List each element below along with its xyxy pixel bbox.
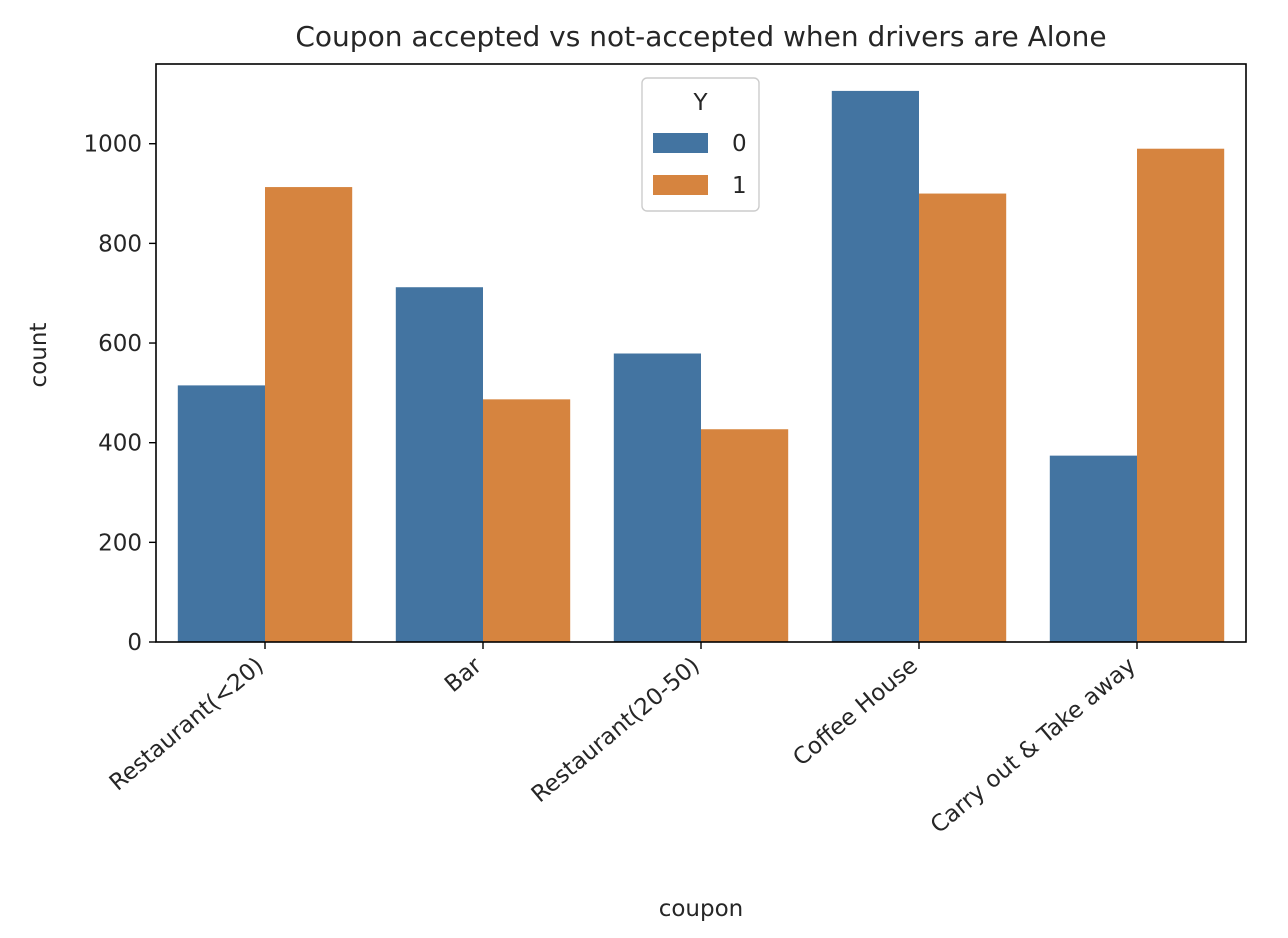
bar-y0-5	[1049, 455, 1137, 642]
x-tick-label: Restaurant(<20)	[105, 653, 269, 797]
bar-y1-1	[265, 187, 353, 642]
x-axis-label: coupon	[659, 896, 744, 922]
chart-title: Coupon accepted vs not-accepted when dri…	[295, 20, 1106, 53]
y-tick-label: 1000	[83, 132, 142, 158]
legend-swatch-0	[653, 133, 708, 153]
bar-y1-2	[483, 399, 571, 642]
y-tick-label: 400	[98, 431, 142, 457]
legend-label-0: 0	[732, 131, 747, 157]
legend-label-1: 1	[732, 173, 747, 199]
bar-y1-5	[1137, 148, 1225, 642]
x-tick-label: Coffee House	[788, 653, 922, 772]
bar-y1-3	[701, 429, 789, 642]
y-tick-label: 200	[98, 530, 142, 556]
bar-y0-2	[395, 287, 483, 642]
y-tick-label: 800	[98, 231, 142, 257]
y-axis-label: count	[26, 323, 52, 388]
y-tick-label: 0	[127, 630, 142, 656]
bar-y0-1	[177, 385, 265, 642]
bar-y0-3	[613, 353, 701, 642]
legend-swatch-1	[653, 175, 708, 195]
bars	[177, 90, 1225, 643]
x-tick-label: Restaurant(20-50)	[527, 653, 705, 808]
bar-y0-4	[831, 90, 919, 642]
legend-title: Y	[692, 90, 708, 116]
legend: Y0 1	[641, 77, 760, 212]
y-tick-label: 600	[98, 331, 142, 357]
x-tick-label: Bar	[440, 652, 487, 698]
x-tick-label: Carry out & Take away	[926, 653, 1141, 839]
bar-y1-4	[919, 193, 1007, 643]
